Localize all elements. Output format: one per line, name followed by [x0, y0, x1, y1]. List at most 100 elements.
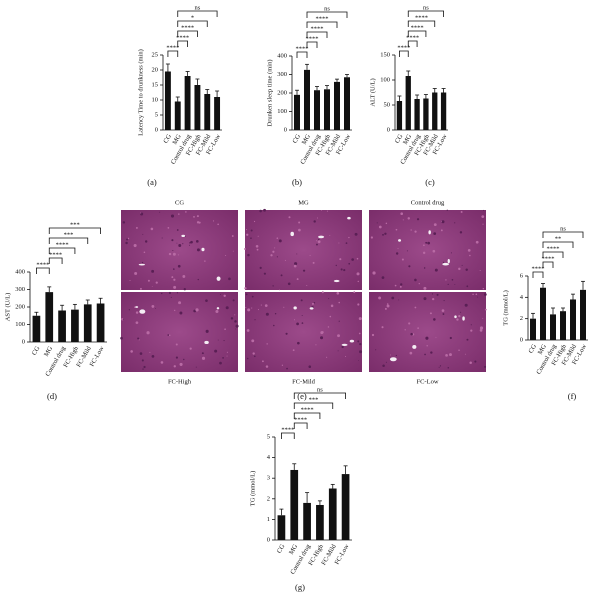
bar	[328, 488, 337, 540]
tissue-speck	[225, 306, 229, 310]
significance-label: ****	[56, 241, 69, 248]
significance-bracket	[177, 30, 198, 37]
y-tick-label: 300	[15, 286, 25, 293]
bar	[294, 94, 300, 130]
tissue-speck	[294, 262, 298, 266]
significance-bracket	[177, 20, 208, 27]
tissue-speck	[375, 349, 377, 351]
tissue-speck	[251, 339, 255, 343]
significance-label: ****	[166, 44, 179, 51]
tissue-speck	[226, 351, 228, 353]
tissue-speck	[442, 261, 445, 264]
y-tick-label: 5	[267, 433, 270, 440]
tissue-speck	[329, 235, 331, 237]
tissue-speck	[337, 334, 341, 338]
tissue-speck	[232, 299, 235, 302]
vessel	[201, 247, 205, 252]
histology-image	[121, 210, 238, 290]
bar	[432, 92, 438, 130]
tissue-speck	[137, 337, 140, 340]
tissue-speck	[402, 219, 404, 221]
tissue-speck	[390, 354, 391, 356]
tissue-speck	[386, 304, 390, 308]
tissue-speck	[395, 354, 397, 357]
tissue-speck	[441, 220, 445, 224]
significance-label: ****	[181, 24, 194, 31]
tissue-speck	[348, 262, 351, 265]
tissue-speck	[235, 324, 239, 328]
bar	[580, 289, 586, 340]
y-axis-title: TG (mmol/L)	[249, 471, 256, 507]
tissue-speck	[169, 334, 171, 337]
tissue-speck	[196, 240, 199, 243]
tissue-speck	[447, 366, 450, 369]
tissue-speck	[196, 221, 200, 224]
tissue-speck	[125, 241, 128, 245]
tissue-speck	[315, 344, 317, 346]
tissue-speck	[246, 229, 248, 231]
x-tick-label: CG	[276, 543, 287, 555]
significance-label: ****	[316, 15, 329, 22]
bar	[290, 469, 299, 540]
bar	[341, 474, 350, 540]
tissue-speck	[122, 221, 126, 224]
tissue-speck	[182, 243, 184, 245]
tissue-speck	[231, 235, 234, 237]
tissue-speck	[340, 268, 343, 271]
significance-label: ***	[64, 231, 74, 238]
bar	[396, 101, 403, 130]
tissue-speck	[318, 238, 320, 241]
tissue-speck	[287, 282, 291, 286]
y-tick-label: 4	[520, 294, 524, 301]
tissue-speck	[265, 312, 269, 316]
tissue-speck	[246, 357, 249, 360]
significance-label: ****	[301, 406, 314, 413]
tissue-speck	[143, 365, 146, 369]
tissue-speck	[256, 248, 259, 251]
tissue-speck	[410, 229, 412, 231]
tissue-speck	[176, 242, 178, 244]
tissue-speck	[401, 258, 404, 261]
significance-bracket	[296, 51, 308, 58]
tissue-speck	[384, 232, 387, 235]
tissue-speck	[466, 338, 469, 341]
bar	[304, 69, 310, 130]
y-tick-label: 4	[267, 454, 271, 461]
tissue-speck	[264, 304, 268, 307]
y-tick-label: 200	[277, 89, 287, 96]
tissue-speck	[230, 317, 234, 320]
tissue-speck	[343, 268, 346, 272]
tissue-speck	[253, 220, 256, 223]
tissue-speck	[244, 248, 246, 250]
y-tick-label: 0	[22, 338, 25, 345]
tissue-speck	[427, 241, 431, 245]
significance-label: ****	[311, 25, 324, 32]
tissue-speck	[315, 240, 317, 242]
y-tick-label: 6	[520, 272, 524, 279]
tissue-speck	[414, 278, 417, 282]
significance-bracket	[407, 40, 418, 47]
tissue-speck	[155, 281, 158, 284]
tissue-speck	[173, 278, 176, 281]
tissue-speck	[479, 326, 484, 330]
y-tick-label: 0	[155, 126, 158, 133]
tissue-speck	[433, 223, 437, 227]
tissue-speck	[385, 222, 388, 225]
tissue-speck	[465, 268, 468, 271]
bar	[324, 89, 330, 130]
bar	[96, 303, 105, 342]
tissue-speck	[219, 361, 222, 365]
tissue-speck	[245, 307, 247, 308]
tissue-speck	[316, 217, 318, 219]
x-tick-label: MG	[537, 343, 548, 356]
tissue-speck	[170, 296, 172, 298]
tissue-speck	[450, 252, 452, 254]
significance-bracket	[36, 267, 50, 274]
tissue-speck	[433, 232, 437, 236]
tissue-speck	[321, 331, 324, 334]
tissue-speck	[144, 240, 148, 243]
y-axis-title: ALT (U/L)	[369, 78, 376, 106]
tissue-speck	[262, 360, 264, 363]
significance-bracket	[306, 41, 318, 48]
tissue-speck	[423, 244, 425, 247]
